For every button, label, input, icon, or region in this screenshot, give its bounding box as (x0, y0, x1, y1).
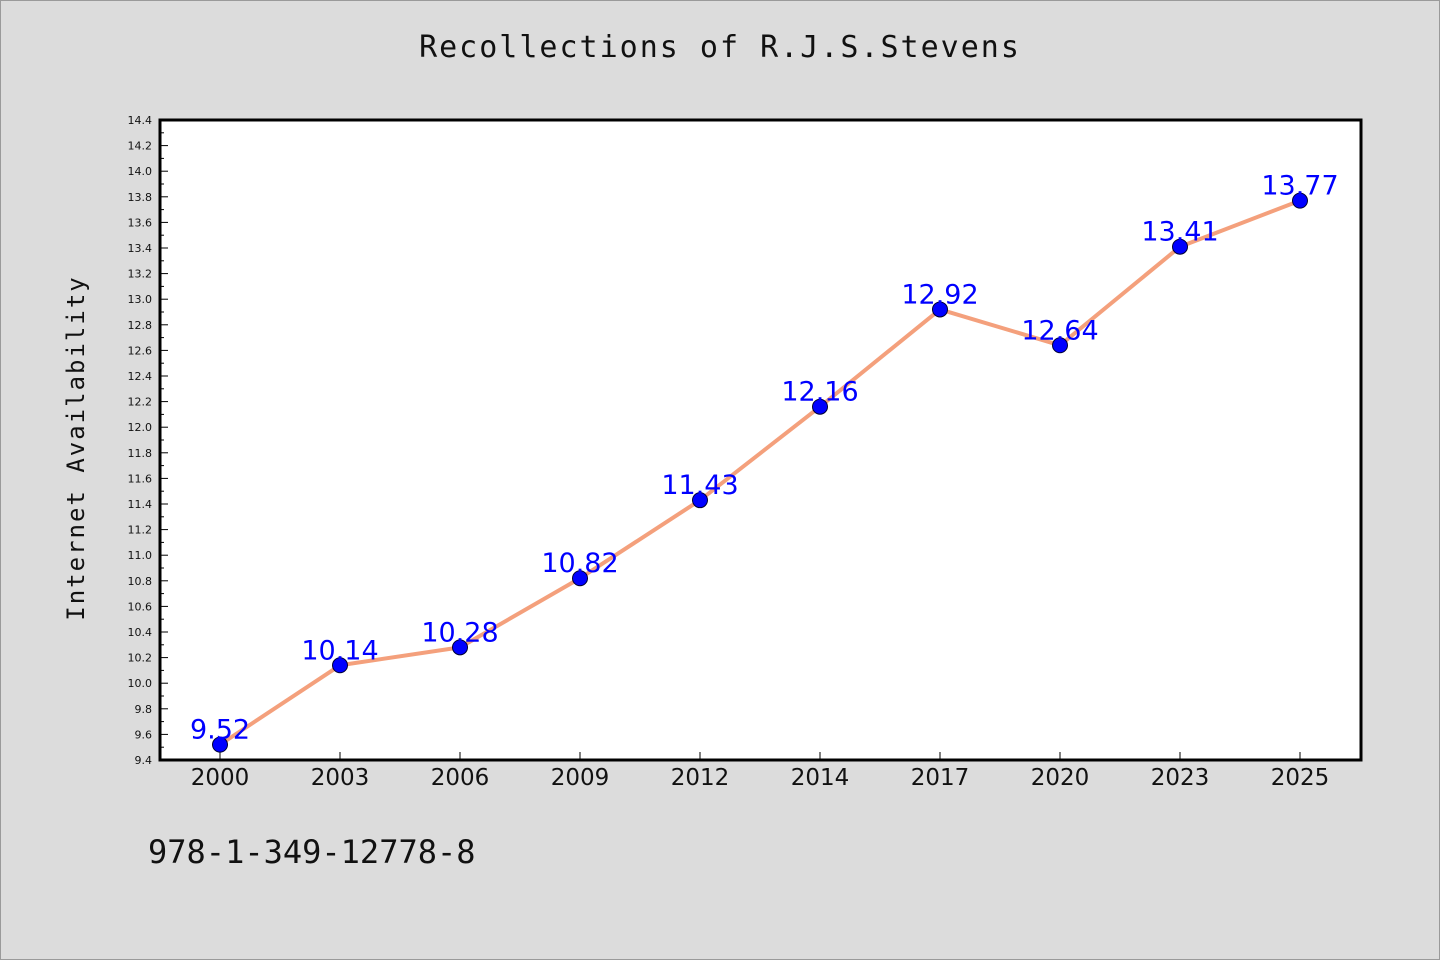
x-tick-label: 2006 (431, 765, 490, 791)
y-tick-label: 12.0 (128, 421, 153, 434)
data-point (572, 570, 588, 587)
y-tick-label: 12.8 (128, 319, 153, 332)
y-tick-label: 12.4 (128, 370, 153, 383)
data-label: 10.28 (421, 617, 498, 648)
x-tick-label: 2020 (1031, 765, 1090, 791)
data-point (1292, 192, 1308, 209)
data-label: 10.14 (301, 635, 378, 666)
y-tick-label: 11.4 (128, 498, 153, 511)
data-label: 10.82 (541, 548, 618, 579)
chart-title: Recollections of R.J.S.Stevens (419, 30, 1021, 65)
x-tick-label: 2009 (551, 765, 610, 791)
data-point (1052, 337, 1068, 354)
x-tick-label: 2014 (791, 765, 850, 791)
data-label: 13.41 (1141, 217, 1218, 248)
y-tick-label: 13.2 (128, 268, 153, 281)
data-point (1172, 238, 1188, 255)
y-tick-label: 10.4 (128, 626, 153, 639)
y-tick-label: 11.6 (128, 472, 153, 485)
data-label: 13.77 (1261, 171, 1338, 202)
y-tick-label: 11.2 (128, 524, 153, 537)
data-point (332, 657, 348, 674)
x-tick-label: 2023 (1151, 765, 1210, 791)
y-tick-label: 13.4 (128, 242, 153, 255)
x-tick-label: 2025 (1271, 765, 1330, 791)
y-tick-label: 13.8 (128, 191, 153, 204)
y-tick-label: 14.2 (128, 140, 153, 153)
y-tick-label: 9.8 (135, 703, 153, 716)
series-line (218, 198, 1302, 747)
y-tick-label: 13.6 (128, 216, 153, 229)
plot-area (158, 118, 1363, 762)
isbn-text: 978-1-349-12778-8 (148, 833, 476, 871)
y-tick-label: 14.4 (128, 114, 153, 127)
y-tick-label: 10.2 (128, 652, 153, 665)
data-point (932, 301, 948, 318)
y-tick-label: 10.6 (128, 600, 153, 613)
y-tick-label: 10.0 (128, 677, 153, 690)
y-tick-label: 11.0 (128, 549, 153, 562)
data-label: 11.43 (661, 470, 738, 501)
y-tick-label: 14.0 (128, 165, 153, 178)
x-tick-label: 2012 (671, 765, 730, 791)
x-tick-label: 2003 (311, 765, 370, 791)
y-tick-label: 12.2 (128, 396, 153, 409)
y-tick-label: 12.6 (128, 344, 153, 357)
y-tick-label: 10.8 (128, 575, 153, 588)
data-label: 12.92 (901, 279, 978, 310)
y-tick-label: 9.6 (135, 728, 153, 741)
data-point (452, 639, 468, 656)
data-label: 12.64 (1021, 315, 1098, 346)
y-tick-label: 11.8 (128, 447, 153, 460)
y-tick-label: 9.4 (135, 754, 153, 767)
data-label: 12.16 (781, 377, 858, 408)
x-tick-label: 2017 (911, 765, 970, 791)
data-point (812, 398, 828, 415)
data-label: 9.52 (190, 715, 250, 746)
y-tick-label: 13.0 (128, 293, 153, 306)
data-point (692, 492, 708, 509)
data-point (212, 736, 228, 753)
x-tick-label: 2000 (191, 765, 250, 791)
